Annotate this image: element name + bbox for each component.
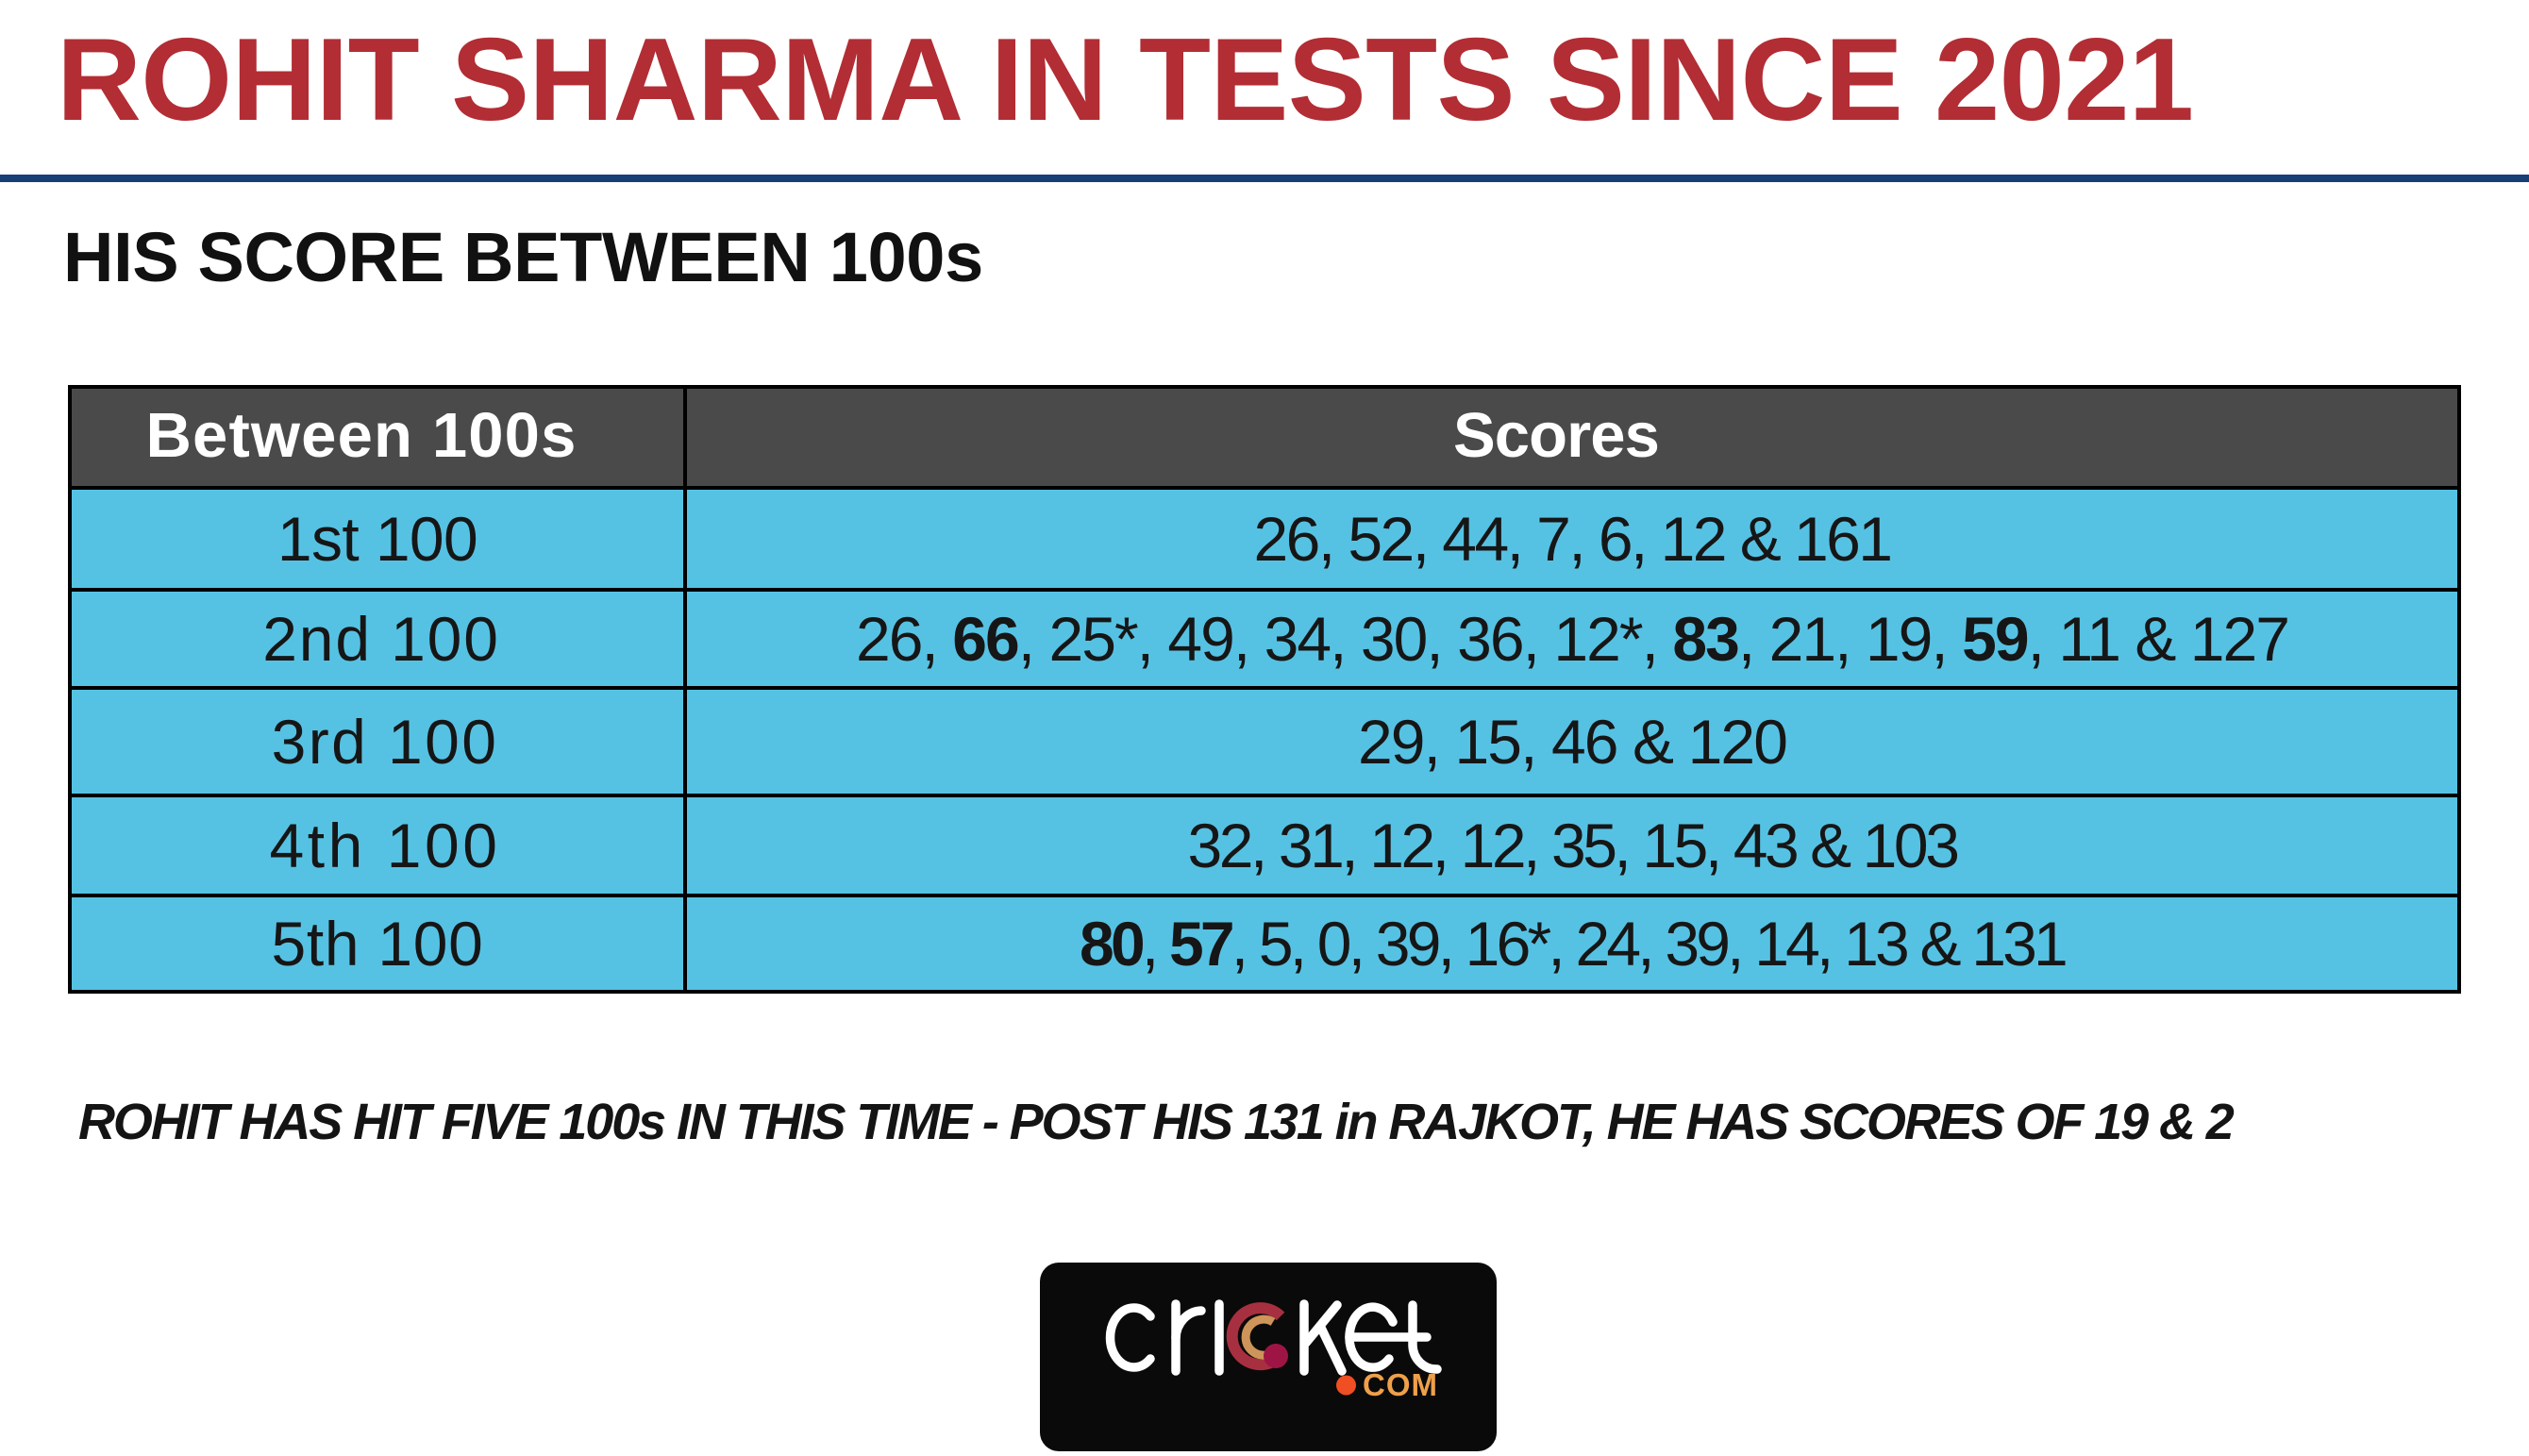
svg-text:COM: COM — [1363, 1367, 1438, 1402]
